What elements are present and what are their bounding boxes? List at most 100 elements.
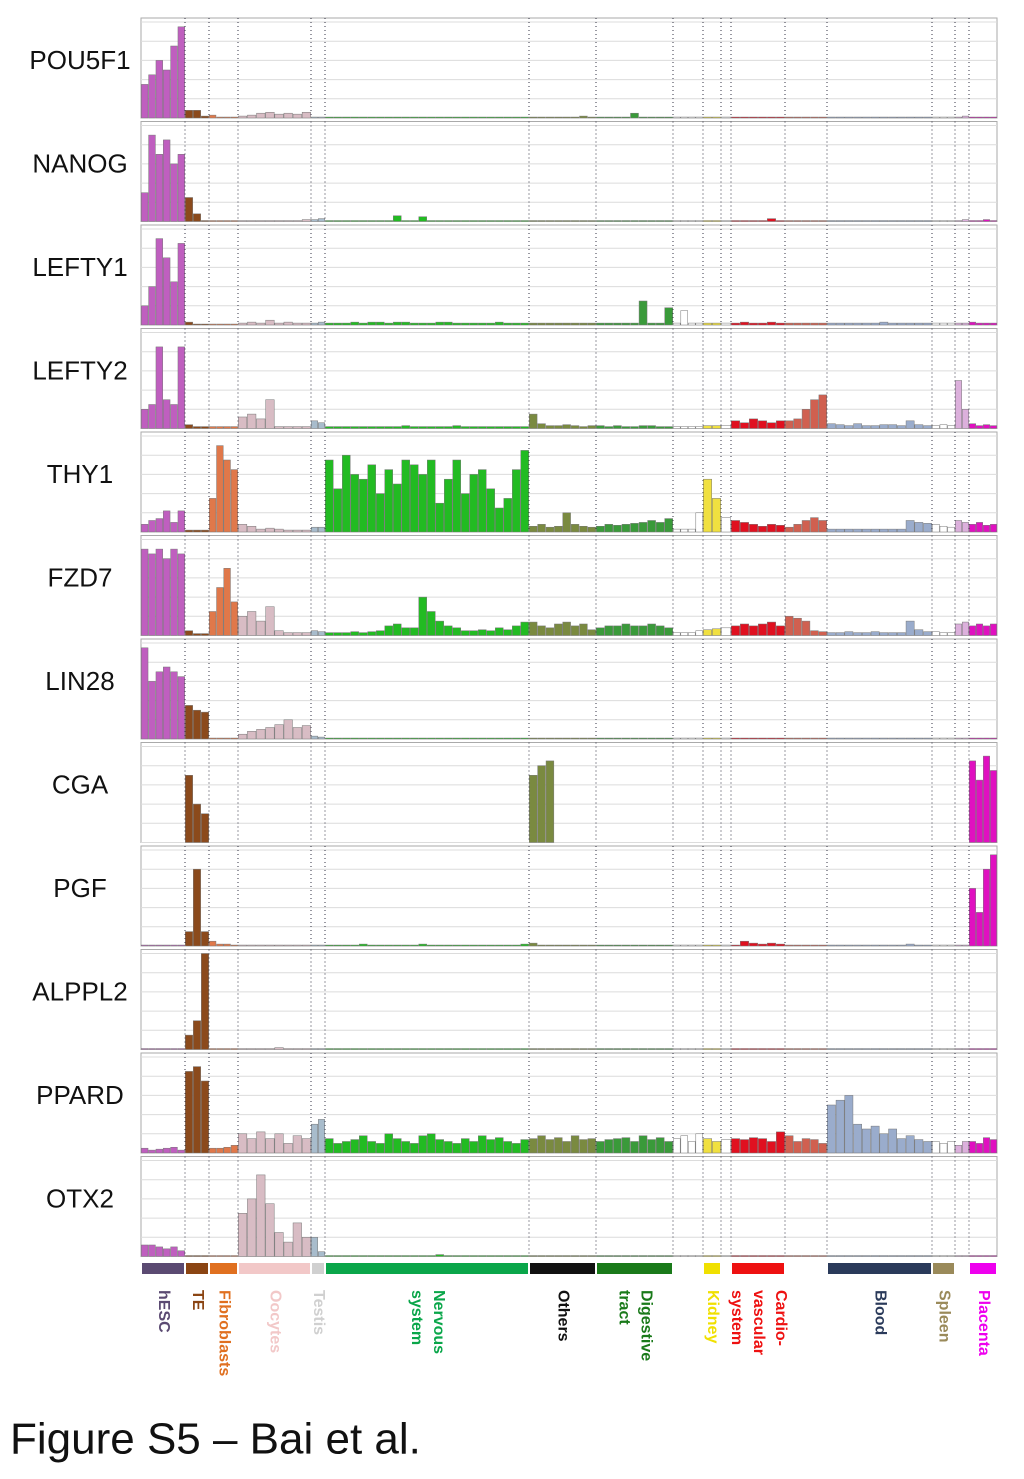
bar bbox=[554, 220, 563, 222]
bar bbox=[265, 220, 275, 222]
bar bbox=[785, 1135, 794, 1154]
bar bbox=[201, 1080, 209, 1154]
bar bbox=[570, 116, 580, 119]
bar bbox=[418, 116, 427, 119]
bar bbox=[976, 623, 983, 636]
bar bbox=[209, 940, 217, 947]
bar bbox=[758, 1048, 767, 1050]
bar bbox=[776, 220, 785, 222]
bar bbox=[962, 522, 969, 533]
bar bbox=[947, 116, 955, 119]
bar bbox=[810, 1139, 819, 1154]
bar bbox=[969, 760, 976, 843]
bar bbox=[148, 1048, 156, 1050]
bar bbox=[452, 1255, 461, 1257]
bar bbox=[810, 116, 819, 119]
bar bbox=[990, 770, 997, 843]
bar bbox=[148, 134, 156, 222]
bar bbox=[962, 737, 969, 740]
bar bbox=[767, 116, 776, 119]
bar bbox=[529, 1255, 538, 1257]
bar bbox=[478, 426, 487, 429]
bar bbox=[932, 322, 940, 326]
bar bbox=[897, 632, 906, 636]
bar bbox=[955, 520, 962, 533]
bar bbox=[862, 116, 871, 119]
bar bbox=[238, 322, 248, 326]
bar bbox=[647, 520, 656, 533]
bar bbox=[418, 216, 427, 222]
panel bbox=[140, 742, 998, 843]
bar bbox=[444, 321, 453, 326]
bar bbox=[444, 1255, 453, 1257]
bar bbox=[163, 1048, 171, 1050]
bar bbox=[495, 116, 504, 119]
bar bbox=[990, 220, 997, 222]
bar bbox=[932, 1141, 940, 1154]
bar bbox=[469, 116, 478, 119]
bar bbox=[223, 459, 231, 533]
bar bbox=[835, 737, 845, 740]
bar bbox=[170, 548, 178, 636]
bar bbox=[155, 154, 163, 222]
bar bbox=[947, 737, 955, 740]
bar bbox=[604, 1255, 614, 1257]
bar bbox=[238, 416, 248, 429]
bar bbox=[879, 116, 889, 119]
gene-label: PGF bbox=[53, 873, 106, 903]
bar bbox=[630, 426, 639, 429]
bar bbox=[367, 631, 376, 636]
bar bbox=[230, 1145, 238, 1154]
bar bbox=[384, 1048, 393, 1050]
bar bbox=[376, 1255, 385, 1257]
bar bbox=[495, 1048, 504, 1050]
bar bbox=[376, 1143, 385, 1154]
bar bbox=[325, 1048, 334, 1050]
legend-label: hESC bbox=[155, 1290, 172, 1333]
bar bbox=[570, 1048, 580, 1050]
bar bbox=[461, 630, 470, 636]
bar bbox=[976, 1255, 983, 1257]
legend-swatch bbox=[828, 1263, 931, 1274]
bar bbox=[503, 737, 512, 740]
bar bbox=[562, 220, 571, 222]
bar bbox=[587, 425, 596, 429]
bar bbox=[274, 724, 284, 740]
bar bbox=[177, 26, 185, 119]
bar bbox=[969, 321, 976, 326]
bar bbox=[801, 409, 811, 429]
bar bbox=[758, 525, 767, 533]
bar bbox=[274, 220, 284, 222]
bar bbox=[201, 813, 209, 843]
bar bbox=[148, 404, 156, 429]
bar bbox=[529, 116, 538, 119]
bar bbox=[283, 529, 293, 533]
bar bbox=[587, 322, 596, 326]
bar bbox=[209, 1255, 217, 1257]
bar bbox=[486, 1255, 495, 1257]
bar bbox=[793, 737, 802, 740]
bar bbox=[570, 1135, 580, 1154]
bar bbox=[570, 737, 580, 740]
bar bbox=[579, 525, 588, 533]
bar bbox=[905, 116, 915, 119]
bar bbox=[862, 737, 871, 740]
bar bbox=[503, 220, 512, 222]
bar bbox=[318, 736, 325, 740]
bar bbox=[350, 1255, 359, 1257]
bar bbox=[879, 632, 889, 636]
bar bbox=[914, 629, 924, 636]
bar bbox=[238, 733, 248, 740]
bar bbox=[495, 1137, 504, 1154]
bar bbox=[185, 1071, 193, 1154]
bar bbox=[673, 1138, 681, 1154]
panel bbox=[140, 17, 998, 119]
bar bbox=[695, 1048, 703, 1050]
bar bbox=[712, 628, 721, 636]
bar bbox=[914, 220, 924, 222]
bar bbox=[342, 944, 351, 947]
bar bbox=[209, 1048, 217, 1050]
bar bbox=[193, 110, 201, 119]
bar bbox=[939, 1048, 948, 1050]
bar bbox=[562, 621, 571, 636]
